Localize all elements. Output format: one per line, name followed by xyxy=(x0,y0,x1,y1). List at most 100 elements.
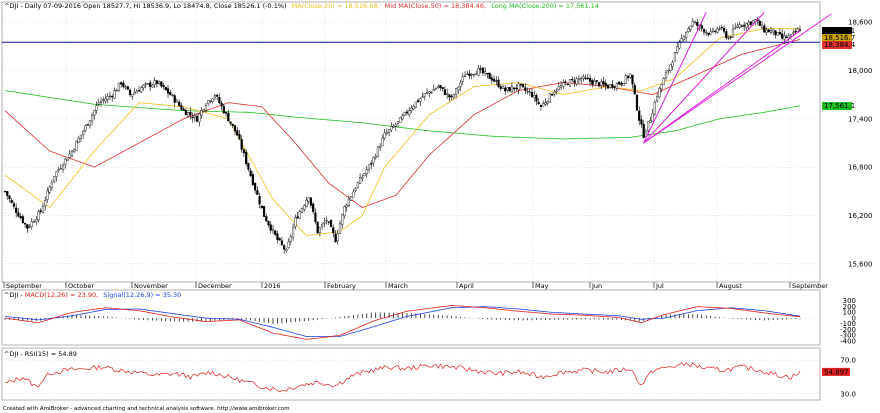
candle xyxy=(30,217,33,230)
candle xyxy=(711,27,715,34)
candle xyxy=(318,226,321,237)
candle xyxy=(434,87,438,90)
candle xyxy=(606,83,610,89)
candle xyxy=(432,84,435,92)
candle xyxy=(479,65,482,74)
candle xyxy=(35,216,38,226)
candle xyxy=(655,92,659,103)
candle xyxy=(251,171,254,186)
candle xyxy=(153,76,156,89)
candle xyxy=(334,230,337,243)
rsi-line xyxy=(4,361,801,393)
rsi-tick-label: 30.0 xyxy=(840,390,856,398)
candle xyxy=(492,75,496,83)
svg-text:18,526.1: 18,526.1 xyxy=(824,27,855,35)
candle xyxy=(41,203,45,214)
price-tick-label: 16,800 xyxy=(848,164,873,172)
candle xyxy=(77,136,80,144)
candle xyxy=(73,148,76,153)
candle xyxy=(691,18,694,28)
candle xyxy=(347,195,351,208)
candle xyxy=(341,213,344,229)
candle xyxy=(577,75,581,85)
candle xyxy=(702,28,706,36)
candle xyxy=(390,122,393,133)
candle xyxy=(367,164,371,173)
candle xyxy=(55,171,58,182)
candle xyxy=(573,76,576,88)
rsi-tick-label: 70.0 xyxy=(840,357,856,365)
candle xyxy=(126,86,129,91)
rsi-value-label: 54.897 xyxy=(822,367,850,376)
candle xyxy=(553,89,556,97)
candle xyxy=(472,73,476,78)
date-tick-label: October xyxy=(68,282,94,290)
candle xyxy=(600,78,603,90)
candle xyxy=(521,83,525,89)
candle xyxy=(774,30,777,39)
candle xyxy=(696,18,699,31)
candle xyxy=(144,81,147,89)
candle xyxy=(430,91,433,94)
candle xyxy=(544,98,547,106)
price-header-ma-mid: Mid MA(Close,50) = 18,384.46, xyxy=(385,2,487,10)
candle xyxy=(70,149,74,158)
candle xyxy=(747,19,750,29)
candle xyxy=(17,208,20,218)
candle xyxy=(510,82,514,93)
candle xyxy=(99,97,103,107)
candle xyxy=(21,214,24,224)
candle xyxy=(307,197,310,205)
candle xyxy=(718,25,721,31)
candle xyxy=(173,93,176,108)
macd-tick-label: -300 xyxy=(840,332,856,340)
candle xyxy=(452,93,455,100)
candle xyxy=(124,85,127,90)
date-tick-label: May xyxy=(535,282,549,290)
candle xyxy=(113,87,116,100)
candle xyxy=(448,94,451,102)
candle xyxy=(582,74,585,82)
candle xyxy=(470,73,473,79)
candle xyxy=(446,88,449,99)
candle xyxy=(202,108,205,113)
candle xyxy=(745,22,748,31)
candle xyxy=(102,96,105,104)
candle xyxy=(82,129,85,139)
candle xyxy=(260,205,263,209)
candle xyxy=(546,100,549,106)
candle xyxy=(439,84,442,91)
candle xyxy=(651,108,654,122)
candle xyxy=(475,70,478,75)
candle xyxy=(401,113,404,121)
macd-tick-label: 0 xyxy=(852,314,856,322)
candle xyxy=(488,72,491,79)
candle xyxy=(515,84,518,92)
candle xyxy=(32,219,36,223)
macd-tick-label: 300 xyxy=(843,297,856,305)
price-header: ^DJI - Daily 07-09-2016 Open 18527.7, Hi… xyxy=(4,2,599,10)
price-header-ma-long: Long MA(Close,200) = 17,561.14 xyxy=(491,2,599,10)
candle xyxy=(46,187,49,203)
candle xyxy=(57,166,60,173)
candle xyxy=(151,83,154,88)
candle xyxy=(787,32,790,42)
candle xyxy=(736,23,739,29)
macd-header: ^DJI - MACD(12,26) = 23.90, Signal(12,26… xyxy=(4,291,181,299)
candle xyxy=(108,91,112,101)
candle xyxy=(350,195,353,202)
candle xyxy=(461,72,464,86)
date-x-axis: September October November December 2016 Febr… xyxy=(3,2,828,290)
candle xyxy=(254,182,257,194)
candle xyxy=(497,76,500,88)
candle xyxy=(162,82,165,90)
candle xyxy=(305,196,308,208)
candle xyxy=(557,82,560,92)
candle xyxy=(298,209,301,220)
candle xyxy=(615,82,618,92)
candle xyxy=(673,51,677,62)
candle xyxy=(613,85,616,91)
candle xyxy=(309,197,313,209)
macd-tick-label: -400 xyxy=(840,337,856,345)
